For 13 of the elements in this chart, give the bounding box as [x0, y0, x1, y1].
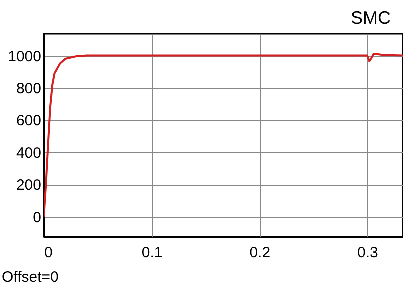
- y-tick-label: 0: [33, 209, 42, 226]
- chart-title: SMC: [351, 8, 391, 28]
- y-tick-label: 1000: [8, 48, 42, 66]
- line-series: [44, 53, 403, 218]
- text: Offset=0: [2, 269, 59, 286]
- x-tick-label: 0.2: [250, 244, 271, 262]
- x-tick-label: 0.1: [142, 244, 163, 262]
- x-tick-label: 0: [44, 244, 53, 262]
- y-tick-label: 400: [16, 144, 42, 162]
- y-tick-label: 200: [16, 177, 42, 194]
- y-tick-label: 800: [16, 80, 42, 98]
- y-tick-label: 600: [16, 112, 42, 130]
- x-tick-label: 0.3: [357, 244, 378, 262]
